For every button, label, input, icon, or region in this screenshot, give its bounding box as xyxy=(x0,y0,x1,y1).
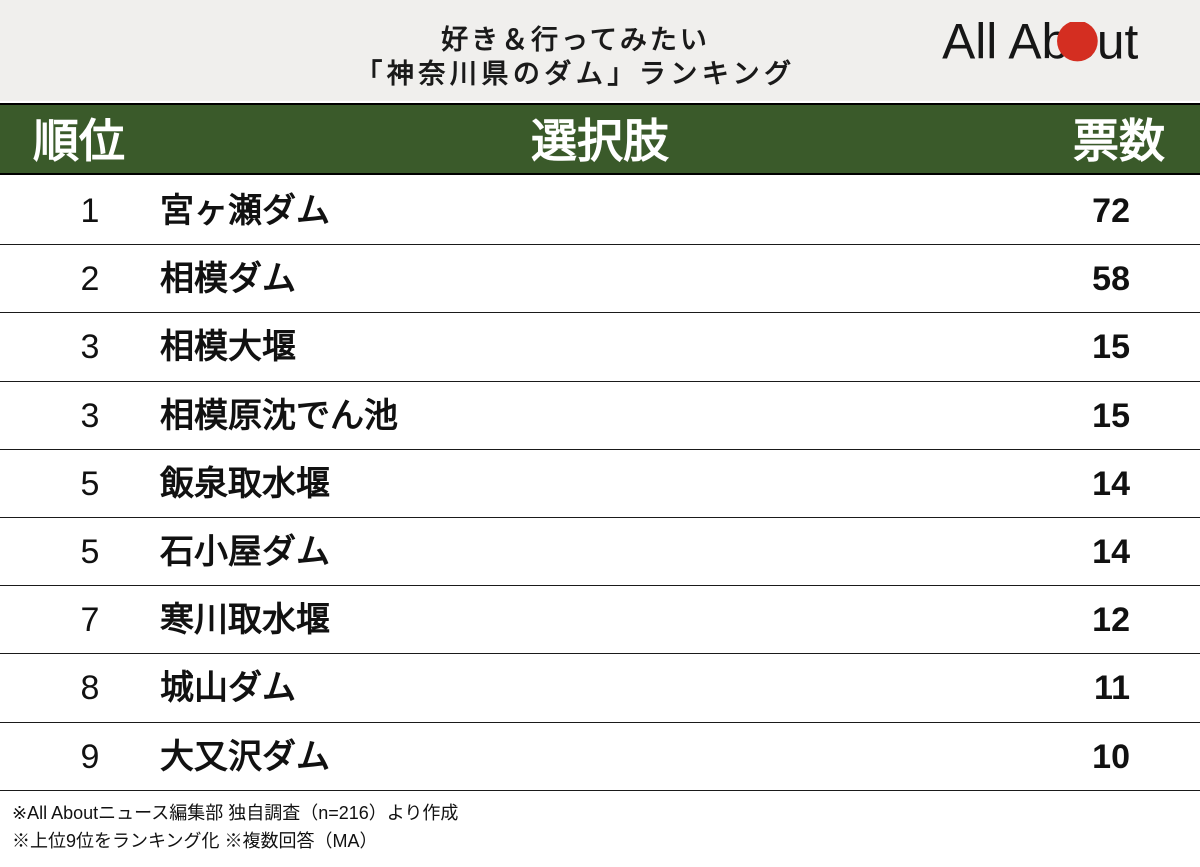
svg-text:All About: All About xyxy=(942,22,1138,69)
